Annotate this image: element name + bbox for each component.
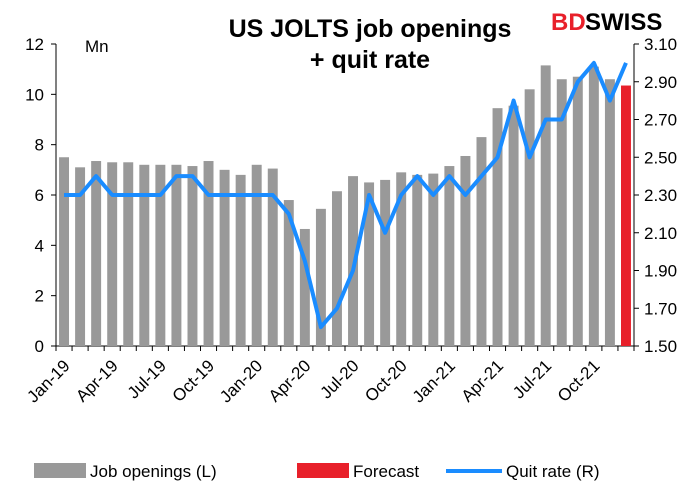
job-openings-bar: [412, 174, 423, 346]
left-tick-label: 4: [35, 236, 44, 255]
right-tick-label: 1.50: [644, 337, 677, 356]
right-tick-label: 1.70: [644, 299, 677, 318]
job-openings-bar: [91, 161, 102, 346]
legend-swatch-job-openings-l: [34, 463, 86, 478]
x-tick-label: Oct-21: [554, 356, 604, 406]
left-tick-label: 0: [35, 337, 44, 356]
job-openings-bar: [460, 155, 471, 346]
job-openings-bar: [508, 105, 519, 347]
job-openings-bar: [428, 173, 439, 346]
right-tick-label: 2.10: [644, 224, 677, 243]
job-openings-bar: [364, 182, 375, 346]
left-tick-label: 2: [35, 287, 44, 306]
x-tick-label: Jan-20: [216, 356, 266, 406]
job-openings-bar: [380, 179, 391, 346]
quit-rate-series-line: [64, 60, 628, 330]
job-openings-bar: [235, 174, 246, 346]
x-tick-label: Jul-20: [316, 356, 362, 402]
right-tick-label: 2.50: [644, 148, 677, 167]
job-openings-bar: [155, 164, 166, 346]
job-openings-bar: [251, 164, 262, 346]
x-tick-label: Jul-19: [124, 356, 170, 402]
job-openings-bar: [203, 161, 214, 346]
job-openings-bar: [59, 157, 70, 346]
job-openings-bar: [444, 166, 455, 346]
job-openings-bar: [396, 172, 407, 346]
right-tick-label: 3.10: [644, 35, 677, 54]
logo-swiss: SWISS: [585, 9, 662, 36]
job-openings-bar: [123, 162, 134, 346]
x-tick-label: Apr-21: [458, 356, 508, 406]
job-openings-bar: [331, 191, 342, 346]
x-tick-label: Jan-19: [23, 356, 73, 406]
job-openings-bar: [283, 200, 294, 346]
legend-label-job-openings-l: Job openings (L): [90, 462, 217, 481]
job-openings-bar: [187, 166, 198, 346]
x-tick-label: Apr-20: [265, 356, 315, 406]
job-openings-bar: [107, 162, 118, 346]
x-tick-label: Oct-19: [169, 356, 219, 406]
x-tick-label: Jan-21: [409, 356, 459, 406]
job-openings-bar: [556, 79, 567, 346]
legend-label-forecast: Forecast: [353, 462, 419, 481]
left-tick-label: 10: [25, 85, 44, 104]
chart-title-line-2: + quit rate: [310, 46, 430, 74]
unit-label: Mn: [85, 37, 109, 56]
right-tick-label: 2.90: [644, 73, 677, 92]
right-tick-label: 2.30: [644, 186, 677, 205]
job-openings-bar: [299, 228, 310, 346]
job-openings-bar: [572, 76, 583, 346]
legend-swatch-forecast: [297, 463, 349, 478]
bdswiss-logo: BD SWISS: [551, 9, 662, 36]
job-openings-bar: [540, 65, 551, 347]
x-tick-label: Apr-19: [72, 356, 122, 406]
right-tick-label: 1.90: [644, 262, 677, 281]
bars: [59, 65, 631, 347]
right-tick-label: 2.70: [644, 111, 677, 130]
chart-title-line-1: US JOLTS job openings: [229, 15, 512, 43]
x-tick-label: Jul-21: [509, 356, 555, 402]
left-tick-label: 12: [25, 35, 44, 54]
job-openings-bar: [219, 169, 230, 346]
job-openings-bar: [315, 208, 326, 346]
legend-label-quit-rate-r: Quit rate (R): [506, 462, 600, 481]
job-openings-bar: [75, 167, 86, 346]
legend: Job openings (L) Forecast Quit rate (R): [34, 462, 600, 481]
left-tick-label: 6: [35, 186, 44, 205]
job-openings-bar: [139, 164, 150, 346]
job-openings-bar: [492, 108, 503, 346]
job-openings-bar: [171, 164, 182, 346]
job-openings-bar: [524, 89, 535, 347]
logo-bd: BD: [551, 9, 586, 36]
x-tick-label: Oct-20: [361, 356, 411, 406]
left-tick-label: 8: [35, 136, 44, 155]
job-openings-bar: [604, 79, 615, 346]
job-openings-bar: [588, 66, 599, 347]
forecast-bar: [620, 85, 631, 347]
job-openings-bar: [476, 137, 487, 346]
quit-rate-line: [64, 60, 628, 330]
job-openings-bar: [267, 168, 278, 346]
